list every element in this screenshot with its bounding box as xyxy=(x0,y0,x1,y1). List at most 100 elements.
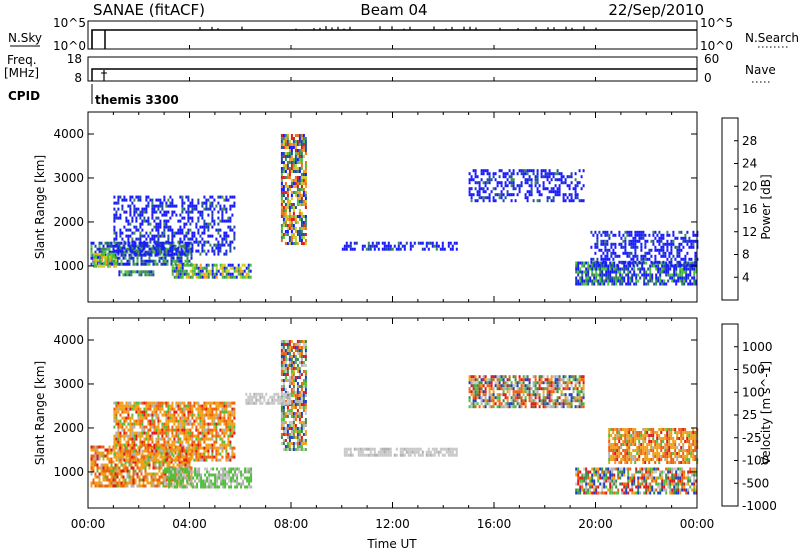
power-cell xyxy=(365,247,368,251)
power-cell xyxy=(294,161,297,164)
power-cell xyxy=(550,187,553,191)
velocity-cell xyxy=(223,410,226,414)
power-cell xyxy=(393,244,396,248)
velocity-cell xyxy=(147,452,150,456)
power-cell xyxy=(292,158,295,161)
power-cell xyxy=(100,250,103,254)
power-cell xyxy=(217,201,220,205)
velocity-cell xyxy=(112,460,115,464)
velocity-cell xyxy=(136,484,139,488)
power-cell xyxy=(288,158,291,161)
velocity-cell xyxy=(210,485,213,489)
power-cell xyxy=(387,244,390,248)
velocity-cell xyxy=(183,416,186,420)
velocity-cell xyxy=(215,410,218,414)
power-cell xyxy=(480,178,483,182)
power-cell xyxy=(294,152,297,155)
power-cell xyxy=(667,267,670,271)
power-cell xyxy=(98,241,101,245)
velocity-cell xyxy=(117,425,120,429)
velocity-cell xyxy=(296,391,299,394)
power-cell xyxy=(654,257,657,261)
velocity-cell xyxy=(129,431,132,435)
velocity-cell xyxy=(421,450,424,454)
power-cell xyxy=(361,247,364,251)
velocity-cell xyxy=(451,450,454,454)
power-cell xyxy=(502,193,505,197)
velocity-cell xyxy=(130,466,133,470)
power-cell xyxy=(605,273,608,277)
velocity-cell xyxy=(292,343,295,346)
power-cell xyxy=(672,242,675,246)
velocity-cell xyxy=(345,447,348,451)
power-cell xyxy=(215,272,218,276)
velocity-cell xyxy=(231,407,234,411)
power-cell xyxy=(298,167,301,170)
power-cell xyxy=(119,249,122,253)
power-cell xyxy=(667,270,670,274)
velocity-cell xyxy=(292,391,295,394)
power-cell xyxy=(282,152,285,155)
power-cell xyxy=(183,272,186,276)
power-cell xyxy=(650,248,653,252)
power-cell xyxy=(110,262,113,266)
power-cell xyxy=(113,255,116,259)
power-cell xyxy=(575,264,578,268)
velocity-cell xyxy=(271,401,274,405)
power-cell xyxy=(478,190,481,194)
power-cell xyxy=(129,204,132,208)
velocity-cell xyxy=(425,453,428,457)
power-cell xyxy=(304,152,307,155)
power-cell xyxy=(627,273,630,277)
power-cell xyxy=(300,164,303,167)
power-cell xyxy=(602,239,605,243)
power-cell xyxy=(103,252,106,256)
velocity-cell xyxy=(492,396,495,400)
power-cell xyxy=(657,270,660,274)
power-cell xyxy=(658,239,661,243)
velocity-cell xyxy=(147,428,150,432)
velocity-cell xyxy=(179,410,182,414)
velocity-cell xyxy=(201,428,204,432)
power-cell xyxy=(184,253,187,257)
power-cell xyxy=(144,273,147,277)
velocity-cell xyxy=(129,452,132,456)
velocity-cell xyxy=(92,457,95,461)
power-cell xyxy=(93,258,96,262)
velocity-cell xyxy=(152,466,155,470)
power-cell xyxy=(288,173,291,176)
velocity-cell xyxy=(177,437,180,441)
velocity-cell xyxy=(160,481,163,485)
power-cell xyxy=(666,248,669,252)
velocity-cell xyxy=(205,446,208,450)
power-cell xyxy=(619,273,622,277)
power-cell xyxy=(296,149,299,152)
freq-tick-top: 18 xyxy=(67,52,82,66)
velocity-cell xyxy=(302,382,305,385)
power-cell xyxy=(280,203,283,206)
velocity-cell xyxy=(123,431,126,435)
power-cell xyxy=(300,152,303,155)
velocity-cell xyxy=(296,370,299,373)
velocity-cell xyxy=(282,388,285,391)
power-cell xyxy=(617,276,620,280)
power-cell xyxy=(197,198,200,202)
power-cell xyxy=(160,256,163,260)
velocity-cell xyxy=(113,401,116,405)
velocity-cell xyxy=(225,419,228,423)
velocity-cell xyxy=(161,413,164,417)
power-cell xyxy=(245,266,248,270)
power-cell xyxy=(568,193,571,197)
power-cell xyxy=(421,241,424,245)
velocity-cell xyxy=(145,434,148,438)
power-cell xyxy=(601,267,604,271)
velocity-cell xyxy=(96,463,99,467)
power-cell xyxy=(121,204,124,208)
power-cell xyxy=(575,261,578,265)
power-cell xyxy=(205,252,208,256)
power-cell xyxy=(564,181,567,185)
power-cell xyxy=(191,237,194,241)
velocity-cell xyxy=(225,428,228,432)
power-cell xyxy=(688,236,691,240)
power-cell xyxy=(203,231,206,235)
